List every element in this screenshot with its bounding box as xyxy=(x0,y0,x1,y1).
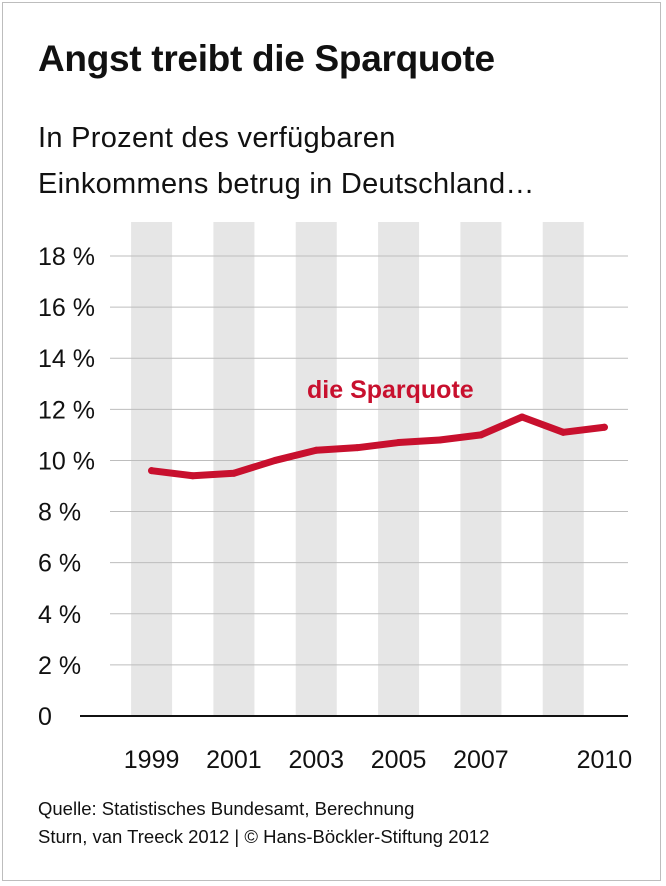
band-2003 xyxy=(295,222,337,716)
shaded-year-bands xyxy=(131,222,584,716)
data-point-2003 xyxy=(312,446,320,454)
series-label-0: die Sparquote xyxy=(307,376,474,404)
y-tick-label-16: 16 % xyxy=(38,294,95,322)
data-point-2009 xyxy=(559,428,567,436)
x-tick-label-2001: 2001 xyxy=(206,746,262,774)
subtitle-line-2: Einkommens betrug in Deutschland… xyxy=(38,168,535,200)
y-tick-label-12: 12 % xyxy=(38,396,95,424)
series-annotations: die Sparquote xyxy=(307,376,474,404)
y-tick-label-10: 10 % xyxy=(38,447,95,475)
data-point-2001 xyxy=(230,469,238,477)
data-point-2004 xyxy=(353,444,361,452)
y-tick-label-8: 8 % xyxy=(38,499,81,527)
chart-subtitle: In Prozent des verfügbaren Einkommens be… xyxy=(38,115,535,207)
x-tick-label-2007: 2007 xyxy=(453,746,509,774)
chart-title: Angst treibt die Sparquote xyxy=(38,38,495,79)
y-tick-label-18: 18 % xyxy=(38,243,95,271)
data-point-2006 xyxy=(436,436,444,444)
source-line-2: Sturn, van Treeck 2012 | © Hans-Böckler-… xyxy=(38,826,490,847)
data-point-2008 xyxy=(518,413,526,421)
y-axis-tick-labels: 0 2 % 4 % 6 % 8 % 10 % 12 % 14 % 16 % 18 % xyxy=(38,243,95,731)
source-note: Quelle: Statistisches Bundesamt, Berechn… xyxy=(38,795,489,851)
y-tick-label-2: 2 % xyxy=(38,652,81,680)
y-tick-label-6: 6 % xyxy=(38,550,81,578)
data-point-1999 xyxy=(148,467,156,475)
x-tick-label-2005: 2005 xyxy=(371,746,427,774)
x-axis-tick-labels: 1999 2001 2003 2005 2007 2010 xyxy=(124,746,632,774)
data-point-2000 xyxy=(189,472,197,480)
y-tick-label-14: 14 % xyxy=(38,345,95,373)
series-line-0 xyxy=(148,413,608,480)
y-tick-label-4: 4 % xyxy=(38,601,81,629)
data-series xyxy=(148,413,608,480)
band-2007 xyxy=(460,222,502,716)
source-line-1: Quelle: Statistisches Bundesamt, Berechn… xyxy=(38,798,415,819)
y-tick-label-0: 0 xyxy=(38,703,52,731)
data-point-2002 xyxy=(271,456,279,464)
subtitle-line-1: In Prozent des verfügbaren xyxy=(38,122,396,154)
gridlines xyxy=(110,255,628,666)
data-point-2007 xyxy=(477,431,485,439)
x-tick-label-2010: 2010 xyxy=(577,746,633,774)
x-tick-label-2003: 2003 xyxy=(288,746,344,774)
data-point-2010 xyxy=(600,423,608,431)
band-2009 xyxy=(542,222,584,716)
band-2005 xyxy=(378,222,420,716)
x-tick-label-1999: 1999 xyxy=(124,746,180,774)
data-point-2005 xyxy=(395,439,403,447)
